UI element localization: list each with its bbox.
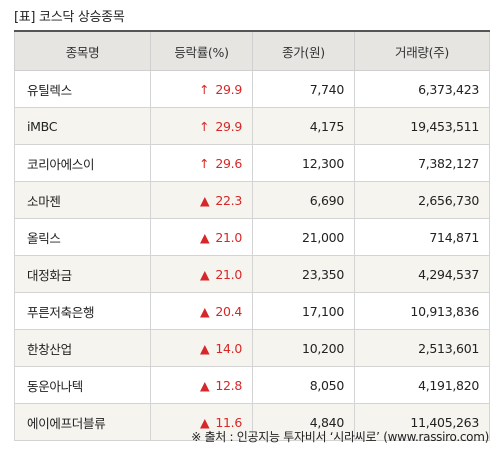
table-row: 에이에프더블류 ▲ 11.6 4,840 11,405,263 xyxy=(14,403,490,441)
table-row: 대정화금 ▲ 21.0 23,350 4,294,537 xyxy=(14,255,490,293)
change-rate: ↑ 29.6 xyxy=(150,144,253,182)
stock-name: 에이에프더블류 xyxy=(14,403,151,441)
change-rate: ▲ 12.8 xyxy=(150,366,253,404)
change-rate-value: 14.0 xyxy=(215,340,242,356)
up-arrow-icon: ↑ xyxy=(199,118,210,134)
trade-volume: 19,453,511 xyxy=(354,107,490,145)
close-price: 10,200 xyxy=(252,329,355,367)
close-price: 8,050 xyxy=(252,366,355,404)
close-price: 4,840 xyxy=(252,403,355,441)
stock-name: 유틸렉스 xyxy=(14,70,151,108)
trade-volume: 6,373,423 xyxy=(354,70,490,108)
trade-volume: 11,405,263 xyxy=(354,403,490,441)
kosdaq-gainers-table: 종목명 등락률(%) 종가(원) 거래량(주) 유틸렉스 ↑ 29.9 7,740 6,… xyxy=(14,30,490,441)
change-rate-value: 21.0 xyxy=(215,266,242,282)
stock-name: 소마젠 xyxy=(14,181,151,219)
stock-name: 코리아에스이 xyxy=(14,144,151,182)
up-triangle-icon: ▲ xyxy=(200,192,210,208)
up-triangle-icon: ▲ xyxy=(200,303,210,319)
stock-name: 동운아나텍 xyxy=(14,366,151,404)
header-close: 종가(원) xyxy=(252,30,355,71)
stock-name: 푸른저축은행 xyxy=(14,292,151,330)
up-triangle-icon: ▲ xyxy=(200,266,210,282)
change-rate-value: 29.9 xyxy=(215,81,242,97)
stock-name: iMBC xyxy=(14,107,151,145)
change-rate: ▲ 14.0 xyxy=(150,329,253,367)
change-rate: ↑ 29.9 xyxy=(150,107,253,145)
change-rate: ▲ 21.0 xyxy=(150,255,253,293)
change-rate-value: 29.9 xyxy=(215,118,242,134)
stock-name: 대정화금 xyxy=(14,255,151,293)
up-arrow-icon: ↑ xyxy=(199,81,210,97)
table-row: 유틸렉스 ↑ 29.9 7,740 6,373,423 xyxy=(14,70,490,108)
change-rate-value: 29.6 xyxy=(215,155,242,171)
up-triangle-icon: ▲ xyxy=(200,340,210,356)
close-price: 17,100 xyxy=(252,292,355,330)
change-rate-value: 21.0 xyxy=(215,229,242,245)
trade-volume: 7,382,127 xyxy=(354,144,490,182)
table-caption: [표] 코스닥 상승종목 xyxy=(14,10,125,25)
table-row: iMBC ↑ 29.9 4,175 19,453,511 xyxy=(14,107,490,145)
trade-volume: 2,513,601 xyxy=(354,329,490,367)
table-row: 코리아에스이 ↑ 29.6 12,300 7,382,127 xyxy=(14,144,490,182)
close-price: 21,000 xyxy=(252,218,355,256)
trade-volume: 4,294,537 xyxy=(354,255,490,293)
trade-volume: 10,913,836 xyxy=(354,292,490,330)
table-row: 푸른저축은행 ▲ 20.4 17,100 10,913,836 xyxy=(14,292,490,330)
change-rate-value: 22.3 xyxy=(215,192,242,208)
close-price: 23,350 xyxy=(252,255,355,293)
stock-name: 올릭스 xyxy=(14,218,151,256)
change-rate-value: 12.8 xyxy=(215,377,242,393)
source-footer: ※ 출처 : 인공지능 투자비서 ‘시라씨로’ (www.rassiro.com… xyxy=(191,430,489,444)
table-row: 동운아나텍 ▲ 12.8 8,050 4,191,820 xyxy=(14,366,490,404)
trade-volume: 4,191,820 xyxy=(354,366,490,404)
table-row: 소마젠 ▲ 22.3 6,690 2,656,730 xyxy=(14,181,490,219)
up-arrow-icon: ↑ xyxy=(199,155,210,171)
change-rate-value: 11.6 xyxy=(215,414,242,430)
stock-name: 한창산업 xyxy=(14,329,151,367)
header-volume: 거래량(주) xyxy=(354,30,490,71)
up-triangle-icon: ▲ xyxy=(200,377,210,393)
header-name: 종목명 xyxy=(14,30,151,71)
change-rate: ↑ 29.9 xyxy=(150,70,253,108)
up-triangle-icon: ▲ xyxy=(200,229,210,245)
table-header-row: 종목명 등락률(%) 종가(원) 거래량(주) xyxy=(14,30,490,71)
trade-volume: 714,871 xyxy=(354,218,490,256)
close-price: 4,175 xyxy=(252,107,355,145)
change-rate: ▲ 22.3 xyxy=(150,181,253,219)
header-rate: 등락률(%) xyxy=(150,30,253,71)
change-rate: ▲ 20.4 xyxy=(150,292,253,330)
up-triangle-icon: ▲ xyxy=(200,414,210,430)
close-price: 6,690 xyxy=(252,181,355,219)
trade-volume: 2,656,730 xyxy=(354,181,490,219)
close-price: 12,300 xyxy=(252,144,355,182)
change-rate: ▲ 21.0 xyxy=(150,218,253,256)
close-price: 7,740 xyxy=(252,70,355,108)
change-rate-value: 20.4 xyxy=(215,303,242,319)
table-row: 올릭스 ▲ 21.0 21,000 714,871 xyxy=(14,218,490,256)
table-row: 한창산업 ▲ 14.0 10,200 2,513,601 xyxy=(14,329,490,367)
